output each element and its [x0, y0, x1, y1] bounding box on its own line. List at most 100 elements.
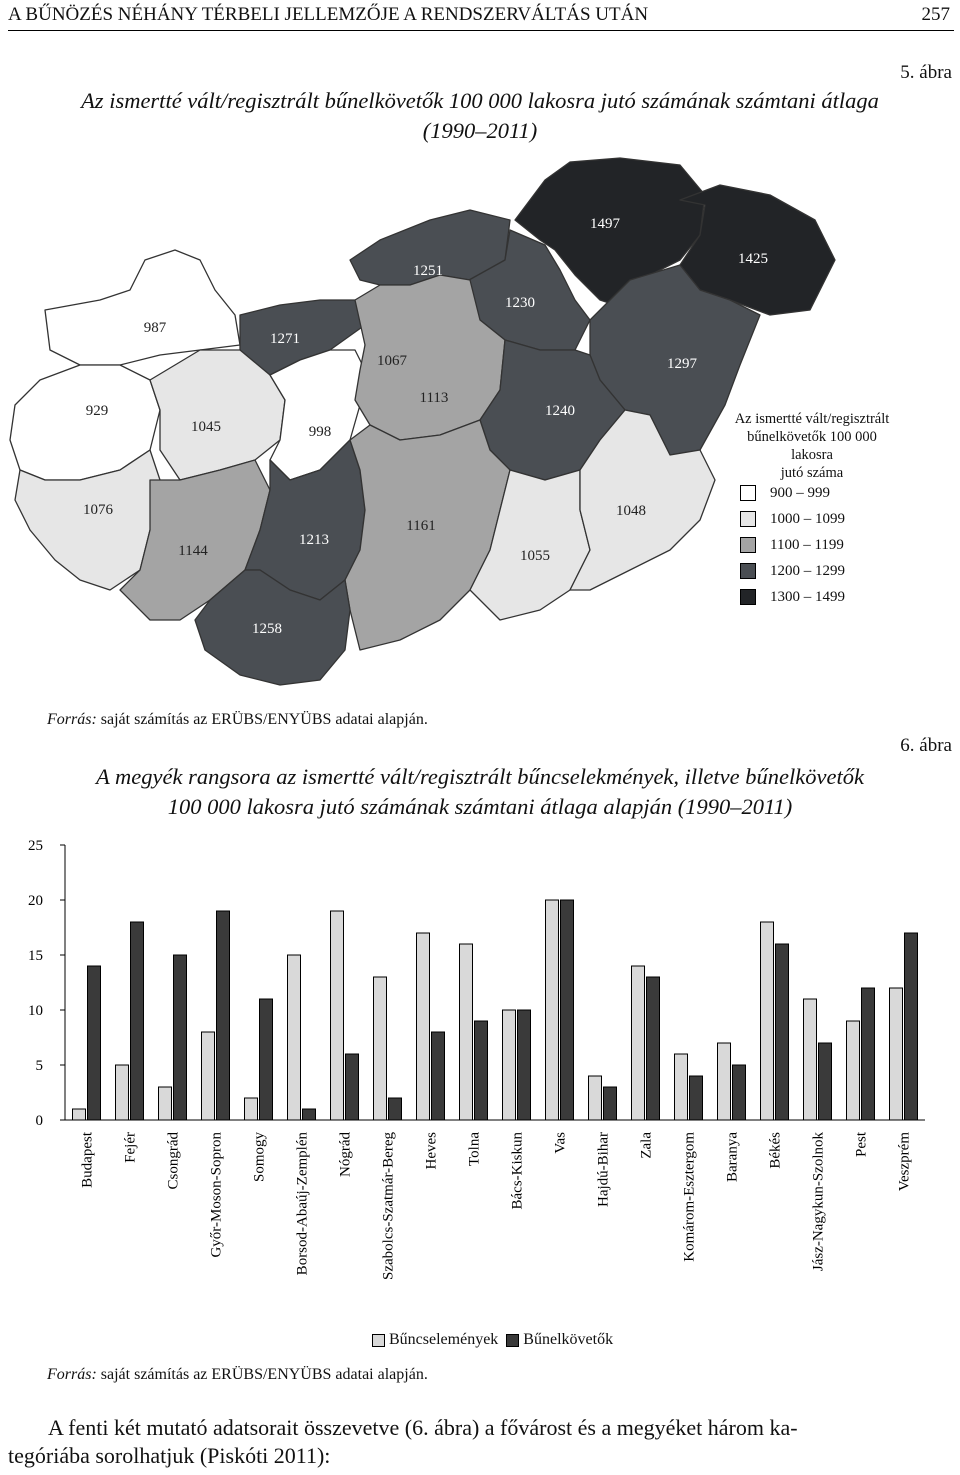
x-category-label: Borsod-Abaúj-Zemplén — [295, 1132, 311, 1276]
map-legend-item: 1300 – 1499 — [740, 587, 920, 607]
bar-crimes — [115, 1064, 129, 1121]
x-category-label: Pest — [854, 1131, 870, 1157]
map-label-1240: 1240 — [545, 403, 575, 419]
bar-crimes — [846, 1020, 860, 1121]
map-label-1497: 1497 — [590, 216, 621, 232]
map-label-1251: 1251 — [413, 263, 443, 279]
x-category-label: Veszprém — [897, 1132, 913, 1191]
bar-crimes — [416, 932, 430, 1121]
fig5-title-line1: Az ismertté vált/regisztrált bűnelkövető… — [81, 88, 879, 113]
bar-offenders — [173, 954, 187, 1121]
x-category-label: Fejér — [123, 1132, 139, 1163]
x-category-label: Somogy — [252, 1132, 268, 1183]
map-legend: Az ismertté vált/regisztrált bűnelkövető… — [732, 410, 892, 482]
legend-label-crimes: Bűncselemények — [389, 1331, 499, 1348]
legend-label-offenders: Bűnelkövetők — [523, 1331, 614, 1348]
map-region-1048 — [569, 409, 716, 591]
bar-crimes — [244, 1097, 258, 1121]
map-legend-items: 900 – 999 1000 – 1099 1100 – 1199 1200 –… — [740, 483, 920, 607]
bar-crimes — [889, 987, 903, 1121]
map-legend-title-line2: bűnelkövetők 100 000 lakosra — [747, 429, 877, 463]
bar-offenders — [87, 965, 101, 1121]
map-label-1055: 1055 — [520, 548, 550, 564]
bar-offenders — [818, 1042, 832, 1121]
bar-crimes — [158, 1086, 172, 1121]
bar-crimes — [373, 976, 387, 1121]
x-category-label: Tolna — [467, 1132, 483, 1166]
bar-crimes — [459, 943, 473, 1121]
map-label-998: 998 — [309, 424, 332, 440]
bar-offenders — [560, 899, 574, 1121]
bar-offenders — [388, 1097, 402, 1121]
bar-crimes — [674, 1053, 688, 1121]
bar-offenders — [431, 1031, 445, 1121]
fig6-title: A megyék rangsora az ismertté vált/regis… — [0, 762, 960, 822]
bar-offenders — [474, 1020, 488, 1121]
bar-offenders — [517, 1009, 531, 1121]
map-region-1045 — [149, 349, 286, 481]
map-label-1045: 1045 — [191, 419, 221, 435]
map-label-929: 929 — [86, 403, 109, 419]
bar-crimes — [803, 998, 817, 1121]
bar-offenders — [130, 921, 144, 1121]
fig6-source-text: saját számítás az ERÜBS/ENYÜBS adatai al… — [100, 1366, 428, 1383]
map-label-1076: 1076 — [83, 502, 114, 518]
x-category-label: Budapest — [80, 1131, 96, 1188]
map-region-1055 — [469, 469, 591, 621]
bar-crimes — [588, 1075, 602, 1121]
y-tick-label: 20 — [28, 893, 43, 909]
bar-chart: 0 5 10 15 20 25 Budapest Fejér Csongrád Győr-Moso… — [28, 838, 925, 1280]
fig6-source-prefix: Forrás: — [47, 1366, 97, 1383]
x-category-label: Zala — [639, 1132, 655, 1159]
map-label-1067: 1067 — [377, 353, 408, 369]
x-category-label: Bács-Kiskun — [510, 1132, 526, 1210]
map-label-1258: 1258 — [252, 621, 282, 637]
map-legend-item: 1000 – 1099 — [740, 509, 920, 529]
legend-swatch — [740, 537, 756, 553]
legend-swatch — [740, 511, 756, 527]
y-tick-label: 25 — [28, 838, 43, 854]
x-category-label: Jász-Nagykun-Szolnok — [811, 1132, 827, 1272]
running-header-title: A BŰNÖZÉS NÉHÁNY TÉRBELI JELLEMZŐJE A RE… — [8, 4, 649, 25]
x-category-label: Csongrád — [166, 1132, 182, 1190]
fig5-source-prefix: Forrás: — [47, 711, 97, 728]
map-region-1258 — [194, 569, 351, 686]
map-legend-title-line3: jutó száma — [780, 465, 844, 481]
fig6-title-line2: 100 000 lakosra jutó számának számtani á… — [167, 794, 793, 819]
legend-label: 1300 – 1499 — [770, 588, 845, 605]
x-category-label: Hajdú-Bihar — [596, 1132, 612, 1207]
y-tick-label: 5 — [36, 1058, 44, 1074]
map-legend-item: 1200 – 1299 — [740, 561, 920, 581]
fig5-title: Az ismertté vált/regisztrált bűnelkövető… — [0, 86, 960, 146]
bar-offenders — [732, 1064, 746, 1121]
map-label-1425: 1425 — [738, 251, 768, 267]
legend-label: 1200 – 1299 — [770, 562, 845, 579]
bar-crimes — [330, 910, 344, 1121]
y-tick-label: 10 — [28, 1003, 43, 1019]
fig6-title-line1: A megyék rangsora az ismertté vált/regis… — [96, 764, 864, 789]
map-legend-title-line1: Az ismertté vált/regisztrált — [734, 411, 890, 427]
map-region-987 — [44, 249, 241, 366]
bar-offenders — [259, 998, 273, 1121]
bar-crimes — [201, 1031, 215, 1121]
body-line-2: tegóriába sorolhatjuk (Piskóti 2011): — [8, 1443, 331, 1468]
bar-offenders — [775, 943, 789, 1121]
chart-legend: Bűncselemények Bűnelkövetők — [372, 1331, 613, 1349]
map-label-987: 987 — [144, 320, 167, 336]
bar-offenders — [345, 1053, 359, 1121]
map-label-1297: 1297 — [667, 356, 698, 372]
body-line-1: A fenti két mutató adatsorait összevetve… — [48, 1415, 798, 1440]
map-region-1425 — [679, 184, 836, 316]
map-legend-title: Az ismertté vált/regisztrált bűnelkövető… — [732, 410, 892, 482]
bar-offenders — [904, 932, 918, 1121]
map-region-1497 — [514, 157, 706, 311]
x-category-label: Heves — [424, 1132, 440, 1170]
x-category-label: Vas — [553, 1132, 569, 1154]
bar-crimes — [287, 954, 301, 1121]
legend-swatch — [740, 485, 756, 501]
bar-crimes — [545, 899, 559, 1121]
bar-offenders — [302, 1108, 316, 1121]
legend-swatch-offenders — [506, 1333, 520, 1347]
map-label-1144: 1144 — [178, 543, 208, 559]
map-label-1113: 1113 — [420, 390, 449, 406]
